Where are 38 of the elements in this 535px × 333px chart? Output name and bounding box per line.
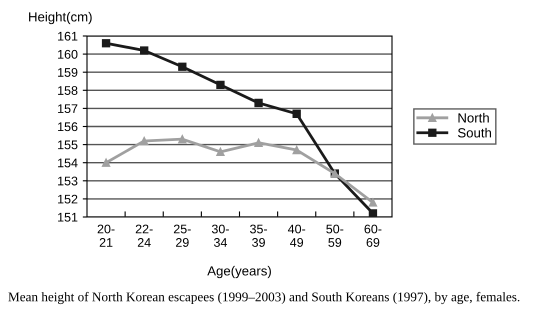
point [216,148,225,156]
y-tick-label: 155 [58,140,78,150]
point [292,110,301,118]
text: Mean height of North Korean escapees (1999–2003) and South Koreans (1997), by age, females. [8,292,520,304]
x-tick-label: 60- 69 [364,224,382,247]
point [140,136,148,146]
y-tick-label: 159 [58,68,78,77]
x-tick-label: 30- 34 [212,224,229,247]
point [368,198,378,207]
y-tick-label: 161 [58,32,78,41]
y-tick-label: 158 [58,86,78,95]
point [102,39,110,48]
y-axis-title: Height(cm) [29,12,92,24]
point [216,80,225,90]
point [178,135,186,144]
y-tick-label: 157 [58,104,78,114]
y-tick-label: 160 [58,50,78,59]
point [292,146,301,154]
x-tick-label: 35- 39 [250,224,268,247]
y-tick-label: 154 [58,158,78,168]
x-axis-title: Age(years) [207,266,271,278]
y-tick-label: 153 [58,176,78,186]
x-tick-label: 22- 24 [136,224,153,247]
legend-label: South [458,128,492,138]
y-tick-label: 152 [58,194,78,204]
x-tick-label: 25- 29 [174,224,191,247]
y-tick-label: 151 [58,212,78,222]
x-tick-label: 20- 21 [98,224,115,247]
x-tick-label: 40- 49 [288,224,306,247]
point [178,62,186,71]
legend-label: North [458,112,489,123]
point [368,209,378,217]
point [254,138,263,147]
point [102,158,110,167]
y-tick-label: 156 [58,122,78,132]
point [254,98,263,108]
x-tick-label: 50- 59 [326,224,344,247]
point [140,46,148,55]
